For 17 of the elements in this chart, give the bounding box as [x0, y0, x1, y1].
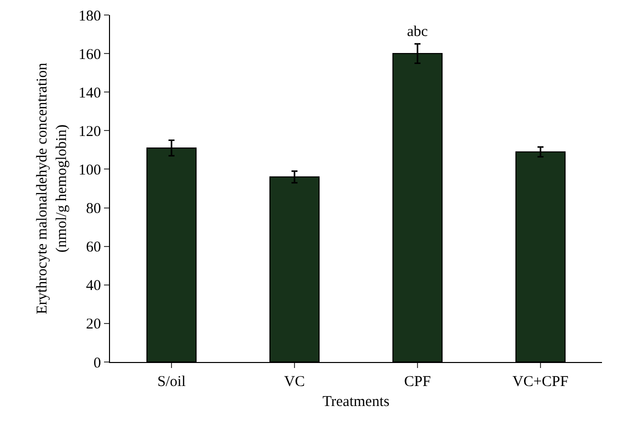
y-tick-label: 100: [78, 162, 101, 178]
y-tick-label: 40: [86, 278, 101, 294]
x-tick-label: CPF: [404, 374, 431, 390]
y-tick-label: 120: [78, 124, 101, 140]
y-tick-label: 180: [78, 8, 101, 24]
y-tick-label: 60: [86, 240, 101, 256]
annotation: abc: [407, 24, 428, 40]
x-tick-label: VC: [284, 374, 305, 390]
y-tick-label: 140: [78, 85, 101, 102]
x-tick-label: S/oil: [157, 374, 186, 390]
y-tick-label: 160: [78, 46, 101, 63]
x-tick-label: VC+CPF: [512, 374, 568, 390]
y-tick-label: 80: [86, 201, 101, 218]
x-axis-title: Treatments: [322, 394, 390, 410]
y-tick-label: 20: [86, 316, 101, 333]
y-axis-title: Erythrocyte malonaldehyde concentration (nmol/g hemoglobin): [34, 62, 70, 314]
y-tick-label: 0: [94, 355, 101, 372]
